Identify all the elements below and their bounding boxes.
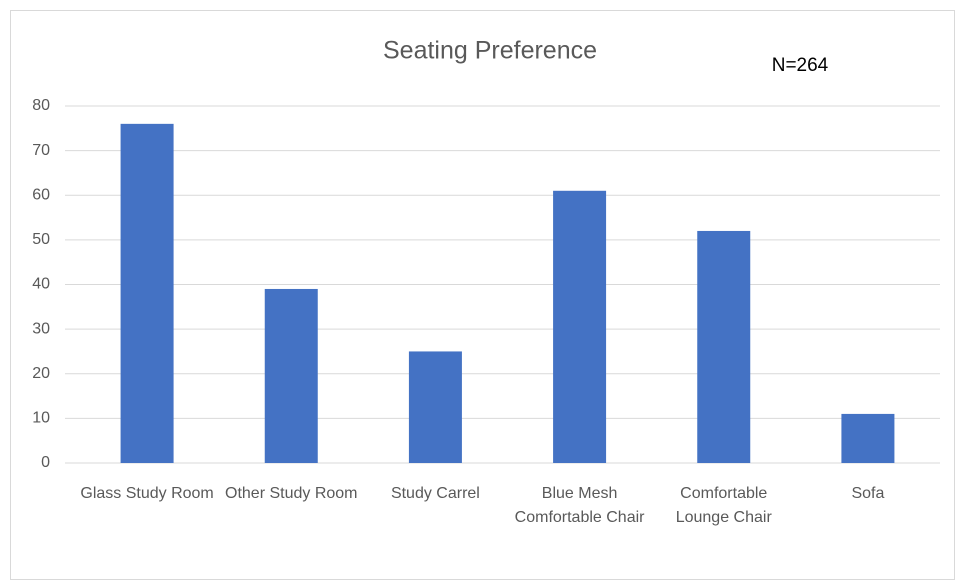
y-tick-label: 10 [32, 410, 50, 427]
bar [553, 190, 607, 463]
bar [697, 230, 751, 463]
chart-title: Seating Preference [383, 37, 597, 65]
bar [841, 413, 895, 463]
y-tick-label: 50 [32, 231, 50, 248]
bar [264, 288, 318, 463]
x-tick-label: Blue Mesh Comfortable Chair [514, 485, 645, 526]
annotation: N=264 [772, 55, 829, 76]
y-tick-label: 20 [32, 365, 50, 382]
y-tick-label: 0 [41, 454, 50, 471]
x-tick-label: Study Carrel [390, 485, 480, 502]
y-tick-label: 30 [32, 320, 50, 337]
y-tick-label: 40 [32, 276, 50, 293]
bar [120, 123, 174, 463]
y-tick-label: 70 [32, 142, 50, 159]
x-tick-label: Other Study Room [225, 485, 358, 502]
y-tick-label: 80 [32, 97, 50, 114]
x-tick-label: Sofa [851, 485, 885, 502]
y-tick-label: 60 [32, 186, 50, 203]
bar [408, 351, 462, 463]
x-tick-label: Glass Study Room [80, 485, 214, 502]
x-tick-label: Comfortable Lounge Chair [675, 485, 772, 526]
